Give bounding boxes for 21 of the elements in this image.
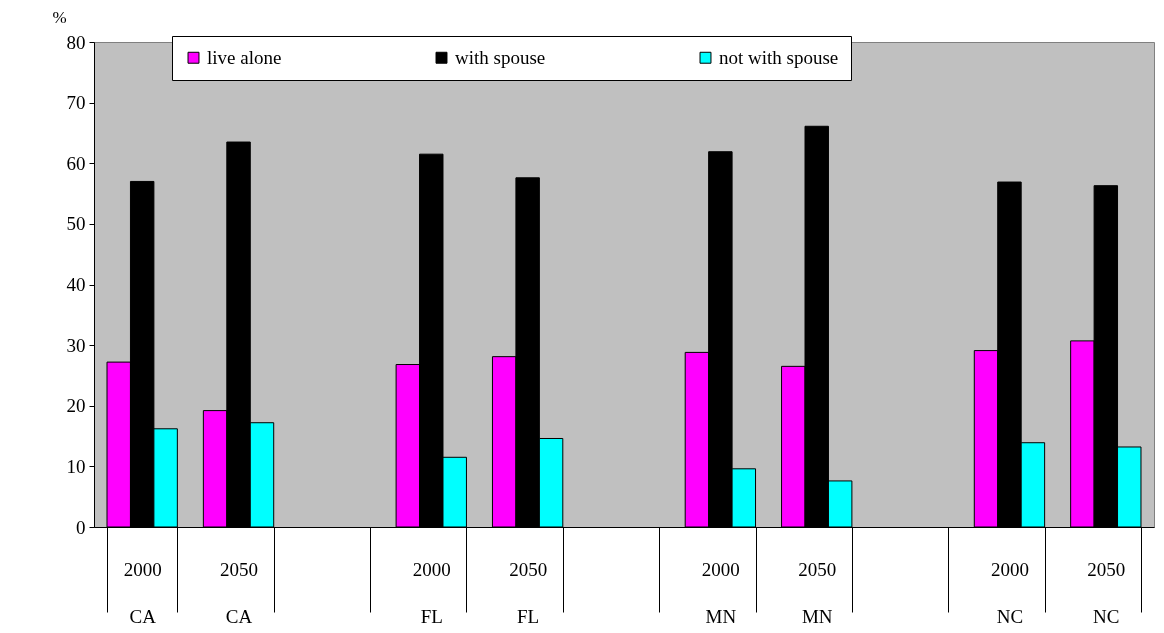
y-tick-label: 20 — [66, 395, 86, 417]
category-label: 2000 MN — [701, 558, 740, 627]
legend-label: not with spouse — [719, 46, 839, 68]
category-label: 2050 NC — [1087, 558, 1126, 627]
y-tick-label: 40 — [66, 274, 86, 295]
y-tick-label: 30 — [66, 334, 86, 356]
category-label: 2050 FL — [509, 558, 548, 627]
y-tick-label: 50 — [66, 213, 86, 235]
y-tick-label: 80 — [66, 31, 86, 53]
y-tick-label: 10 — [66, 455, 86, 477]
category-label: 2000 NC — [990, 558, 1029, 627]
y-tick-label: 60 — [66, 152, 86, 174]
category-label: 2050 MN — [798, 558, 837, 627]
y-tick-label: 70 — [66, 92, 86, 114]
category-label: 2050 CA — [220, 558, 259, 627]
category-label: 2000 FL — [412, 558, 451, 627]
category-label: 2000 CA — [123, 558, 162, 627]
legend-label: live alone — [207, 46, 282, 68]
y-axis-title: % — [52, 7, 67, 27]
y-tick-label: 0 — [76, 516, 86, 538]
legend-label: with spouse — [455, 46, 546, 68]
